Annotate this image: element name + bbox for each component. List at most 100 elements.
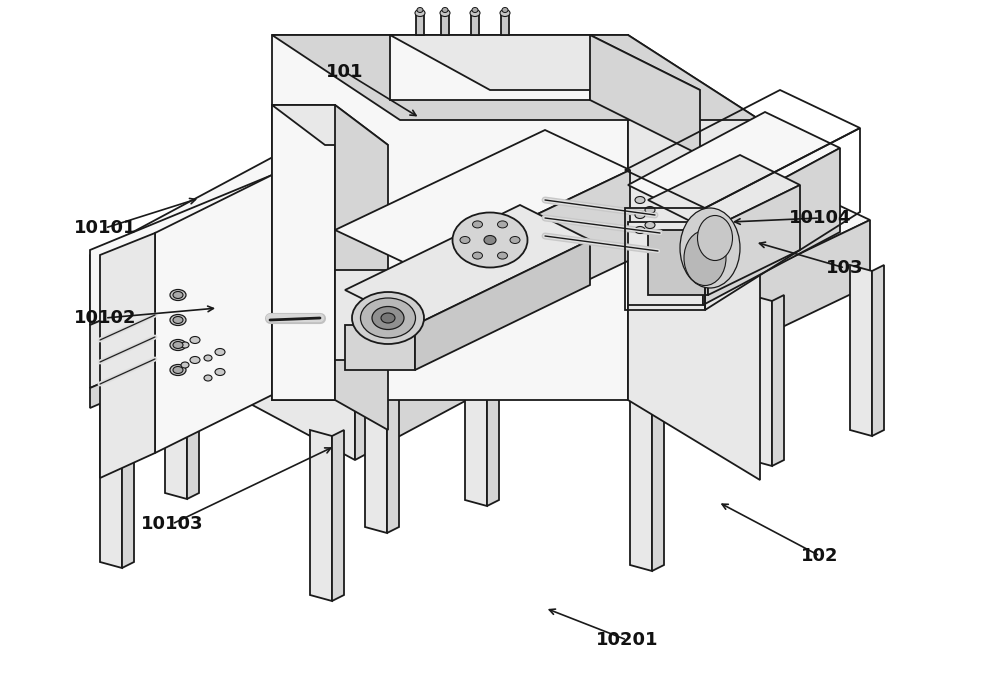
Polygon shape (100, 397, 122, 568)
Polygon shape (772, 295, 784, 466)
Ellipse shape (215, 348, 225, 355)
Ellipse shape (635, 226, 645, 233)
Polygon shape (365, 362, 387, 533)
Polygon shape (630, 220, 870, 400)
Polygon shape (355, 255, 620, 460)
Ellipse shape (498, 221, 508, 228)
Ellipse shape (452, 212, 528, 267)
Ellipse shape (352, 292, 424, 344)
Polygon shape (90, 255, 355, 460)
Ellipse shape (484, 235, 496, 244)
Ellipse shape (170, 314, 186, 325)
Polygon shape (460, 255, 630, 400)
Polygon shape (90, 310, 272, 408)
Polygon shape (272, 105, 388, 145)
Ellipse shape (470, 10, 480, 17)
Ellipse shape (510, 237, 520, 244)
Polygon shape (345, 205, 590, 325)
Polygon shape (420, 170, 630, 360)
Polygon shape (630, 400, 652, 571)
Polygon shape (310, 430, 332, 601)
Polygon shape (390, 35, 590, 100)
Text: 103: 103 (826, 259, 864, 277)
Polygon shape (703, 148, 840, 305)
Ellipse shape (440, 10, 450, 17)
Polygon shape (416, 15, 424, 35)
Polygon shape (628, 222, 703, 305)
Ellipse shape (698, 216, 732, 260)
Ellipse shape (204, 375, 212, 381)
Ellipse shape (170, 364, 186, 375)
Ellipse shape (442, 8, 448, 12)
Polygon shape (335, 105, 388, 430)
Ellipse shape (173, 316, 183, 323)
Ellipse shape (170, 289, 186, 301)
Ellipse shape (635, 196, 645, 203)
Polygon shape (590, 35, 700, 155)
Polygon shape (90, 113, 620, 397)
Ellipse shape (473, 221, 482, 228)
Polygon shape (332, 430, 344, 601)
Text: 10103: 10103 (141, 515, 203, 533)
Ellipse shape (680, 208, 740, 288)
Polygon shape (708, 185, 800, 295)
Polygon shape (165, 328, 187, 499)
Polygon shape (100, 233, 155, 478)
Ellipse shape (684, 230, 726, 285)
Polygon shape (471, 15, 479, 35)
Ellipse shape (500, 10, 510, 17)
Polygon shape (345, 325, 415, 370)
Ellipse shape (215, 369, 225, 375)
Ellipse shape (645, 221, 655, 228)
Text: 10101: 10101 (74, 219, 136, 237)
Ellipse shape (381, 313, 395, 323)
Text: 10102: 10102 (74, 309, 136, 327)
Polygon shape (335, 130, 630, 270)
Ellipse shape (502, 8, 508, 12)
Polygon shape (272, 35, 628, 400)
Ellipse shape (415, 10, 425, 17)
Text: 101: 101 (326, 63, 364, 81)
Polygon shape (122, 397, 134, 568)
Polygon shape (750, 295, 772, 466)
Ellipse shape (360, 298, 416, 338)
Text: 102: 102 (801, 547, 839, 565)
Ellipse shape (181, 362, 189, 368)
Text: 10104: 10104 (789, 209, 851, 227)
Polygon shape (272, 35, 760, 120)
Ellipse shape (372, 307, 404, 330)
Ellipse shape (645, 207, 655, 214)
Ellipse shape (190, 357, 200, 364)
Ellipse shape (190, 337, 200, 344)
Ellipse shape (417, 8, 423, 12)
Ellipse shape (170, 339, 186, 350)
Polygon shape (272, 105, 335, 400)
Ellipse shape (635, 212, 645, 219)
Polygon shape (850, 265, 872, 436)
Ellipse shape (472, 8, 478, 12)
Polygon shape (628, 35, 760, 480)
Polygon shape (872, 265, 884, 436)
Polygon shape (415, 240, 590, 370)
Polygon shape (441, 15, 449, 35)
Polygon shape (487, 335, 499, 506)
Polygon shape (628, 112, 840, 222)
Polygon shape (648, 155, 800, 230)
Polygon shape (460, 140, 870, 335)
Polygon shape (465, 335, 487, 506)
Polygon shape (90, 175, 272, 325)
Ellipse shape (498, 252, 508, 259)
Polygon shape (501, 15, 509, 35)
Polygon shape (390, 35, 700, 90)
Ellipse shape (204, 355, 212, 361)
Polygon shape (387, 362, 399, 533)
Polygon shape (155, 175, 272, 453)
Ellipse shape (173, 366, 183, 373)
Polygon shape (187, 328, 199, 499)
Ellipse shape (173, 291, 183, 298)
Polygon shape (652, 400, 664, 571)
Polygon shape (335, 270, 420, 360)
Ellipse shape (173, 341, 183, 348)
Ellipse shape (181, 342, 189, 348)
Ellipse shape (473, 252, 482, 259)
